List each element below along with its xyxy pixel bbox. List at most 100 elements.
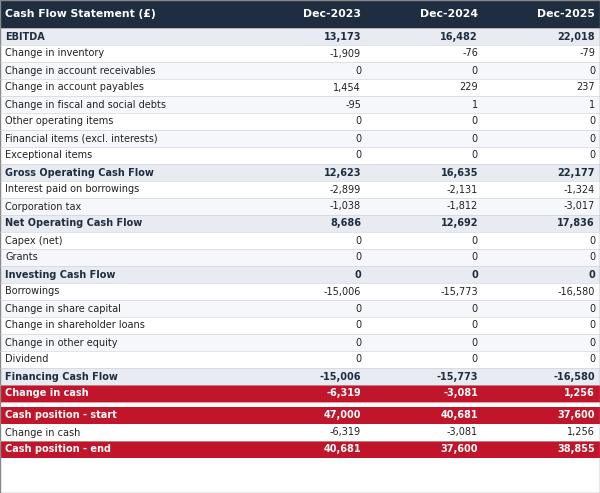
Text: -16,580: -16,580: [553, 372, 595, 382]
Bar: [483, 0, 600, 28]
Text: 37,600: 37,600: [557, 411, 595, 421]
Text: 0: 0: [355, 150, 361, 161]
Text: Interest paid on borrowings: Interest paid on borrowings: [5, 184, 139, 195]
Bar: [366, 317, 483, 334]
Text: -3,017: -3,017: [564, 202, 595, 211]
Text: 47,000: 47,000: [323, 411, 361, 421]
Text: -95: -95: [345, 100, 361, 109]
Text: Change in share capital: Change in share capital: [5, 304, 121, 314]
Text: -15,006: -15,006: [323, 286, 361, 296]
Bar: [483, 283, 600, 300]
Bar: [483, 147, 600, 164]
Text: 0: 0: [471, 270, 478, 280]
Bar: [0, 79, 249, 96]
Text: 0: 0: [355, 354, 361, 364]
Text: 0: 0: [589, 354, 595, 364]
Text: Borrowings: Borrowings: [5, 286, 59, 296]
Bar: [249, 424, 366, 441]
Text: Cash position - start: Cash position - start: [5, 411, 117, 421]
Bar: [249, 249, 366, 266]
Text: -1,324: -1,324: [564, 184, 595, 195]
Text: -79: -79: [579, 48, 595, 59]
Bar: [0, 232, 249, 249]
Text: -76: -76: [462, 48, 478, 59]
Text: 0: 0: [472, 304, 478, 314]
Bar: [483, 164, 600, 181]
Bar: [483, 300, 600, 317]
Bar: [249, 198, 366, 215]
Bar: [0, 130, 249, 147]
Bar: [366, 147, 483, 164]
Bar: [0, 441, 249, 458]
Bar: [249, 0, 366, 28]
Bar: [366, 407, 483, 424]
Bar: [483, 62, 600, 79]
Bar: [249, 351, 366, 368]
Text: 1,454: 1,454: [333, 82, 361, 93]
Bar: [249, 232, 366, 249]
Bar: [249, 300, 366, 317]
Bar: [366, 0, 483, 28]
Bar: [366, 181, 483, 198]
Bar: [483, 334, 600, 351]
Bar: [0, 266, 249, 283]
Bar: [0, 96, 249, 113]
Bar: [249, 28, 366, 45]
Bar: [483, 113, 600, 130]
Text: Other operating items: Other operating items: [5, 116, 113, 127]
Bar: [366, 300, 483, 317]
Text: 1,256: 1,256: [564, 388, 595, 398]
Bar: [366, 113, 483, 130]
Text: Dividend: Dividend: [5, 354, 49, 364]
Bar: [483, 181, 600, 198]
Text: 0: 0: [355, 320, 361, 330]
Bar: [366, 441, 483, 458]
Text: -1,038: -1,038: [330, 202, 361, 211]
Bar: [483, 407, 600, 424]
Text: Net Operating Cash Flow: Net Operating Cash Flow: [5, 218, 142, 228]
Bar: [366, 424, 483, 441]
Text: Change in cash: Change in cash: [5, 427, 80, 437]
Text: 0: 0: [472, 116, 478, 127]
Text: -3,081: -3,081: [447, 427, 478, 437]
Text: EBITDA: EBITDA: [5, 32, 45, 41]
Text: 0: 0: [589, 320, 595, 330]
Text: 0: 0: [355, 338, 361, 348]
Text: 0: 0: [589, 116, 595, 127]
Text: 1,256: 1,256: [567, 427, 595, 437]
Text: Change in account payables: Change in account payables: [5, 82, 144, 93]
Text: 0: 0: [472, 66, 478, 75]
Text: 0: 0: [589, 236, 595, 246]
Bar: [483, 198, 600, 215]
Text: -6,319: -6,319: [326, 388, 361, 398]
Bar: [0, 368, 249, 385]
Bar: [249, 96, 366, 113]
Bar: [483, 96, 600, 113]
Text: 13,173: 13,173: [323, 32, 361, 41]
Bar: [483, 215, 600, 232]
Text: 0: 0: [589, 66, 595, 75]
Text: 0: 0: [589, 134, 595, 143]
Text: Cash position - end: Cash position - end: [5, 445, 111, 455]
Bar: [366, 45, 483, 62]
Text: 237: 237: [577, 82, 595, 93]
Bar: [0, 249, 249, 266]
Bar: [249, 283, 366, 300]
Bar: [0, 317, 249, 334]
Text: 0: 0: [355, 236, 361, 246]
Bar: [366, 62, 483, 79]
Bar: [366, 283, 483, 300]
Bar: [483, 45, 600, 62]
Text: 1: 1: [472, 100, 478, 109]
Bar: [483, 317, 600, 334]
Text: 8,686: 8,686: [330, 218, 361, 228]
Text: 12,692: 12,692: [440, 218, 478, 228]
Bar: [0, 407, 249, 424]
Text: 0: 0: [588, 270, 595, 280]
Text: 1: 1: [589, 100, 595, 109]
Text: -6,319: -6,319: [330, 427, 361, 437]
Bar: [0, 0, 249, 28]
Bar: [0, 215, 249, 232]
Bar: [483, 130, 600, 147]
Bar: [249, 113, 366, 130]
